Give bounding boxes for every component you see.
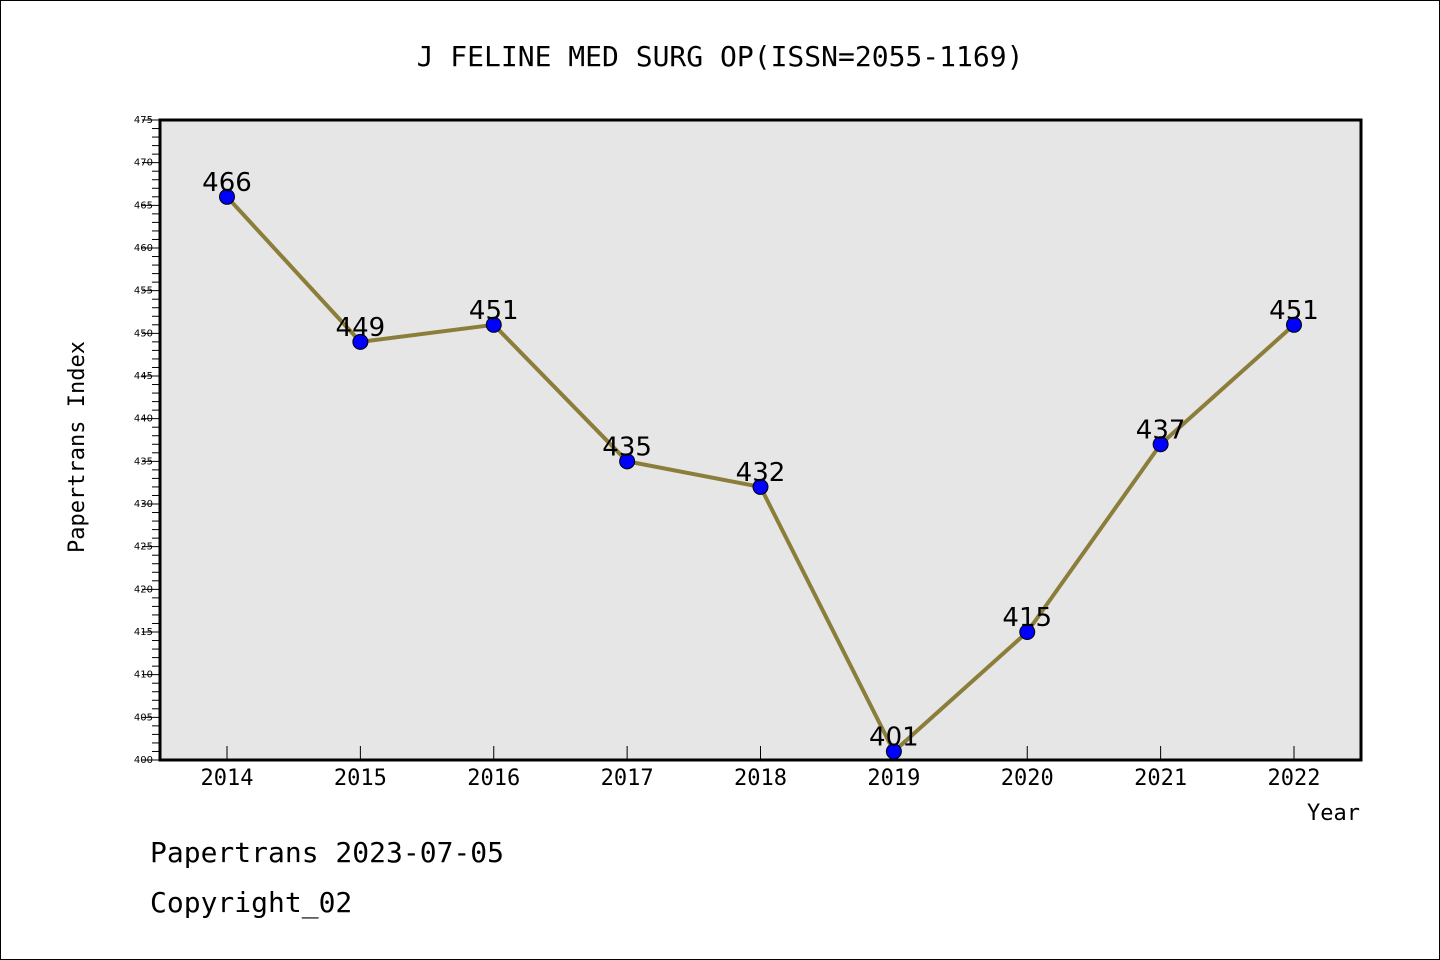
- y-tick-label: 430: [134, 499, 153, 510]
- data-point: [1286, 316, 1302, 333]
- y-tick-label: 455: [134, 286, 153, 297]
- data-point: [1152, 436, 1169, 453]
- y-tick-label: 415: [134, 627, 153, 638]
- data-point: [752, 478, 769, 495]
- data-label: 451: [469, 296, 519, 326]
- y-tick-label: 410: [134, 670, 153, 681]
- y-tick-label: 460: [134, 243, 153, 254]
- y-axis-title: Papertrans Index: [65, 341, 90, 553]
- x-tick-label: 2019: [867, 766, 920, 791]
- x-tick-label: 2015: [334, 766, 387, 791]
- data-labels-layer: 466 449 451 435 432 401 415 437 451: [202, 168, 1319, 753]
- data-point: [485, 316, 502, 333]
- y-tick-label: 425: [134, 542, 153, 553]
- x-axis: 2014 2015 2016 2017 2018 2019 2020 2021 2022: [201, 746, 1321, 791]
- x-tick-label: 2017: [601, 766, 654, 791]
- data-label: 432: [736, 458, 786, 488]
- data-label: 401: [869, 722, 919, 752]
- data-label: 437: [1136, 415, 1186, 445]
- data-point: [619, 453, 636, 470]
- y-tick-label: 420: [134, 584, 153, 595]
- x-tick-label: 2014: [201, 766, 254, 791]
- x-tick-label: 2022: [1268, 766, 1321, 791]
- data-label: 435: [602, 432, 652, 462]
- data-label: 449: [336, 313, 386, 343]
- chart-title: J FELINE MED SURG OP(ISSN=2055-1169): [417, 40, 1024, 73]
- y-tick-label: 440: [134, 414, 153, 425]
- data-label: 415: [1002, 603, 1052, 633]
- plot-border: [158, 118, 1363, 762]
- data-point: [219, 188, 235, 205]
- footer-date: Papertrans 2023-07-05: [150, 836, 505, 869]
- data-point: [352, 333, 369, 350]
- data-point: [1019, 624, 1036, 640]
- series-layer: [219, 188, 1302, 760]
- y-axis: 400 405 410 415 420 425 430 435 440 445 450 455 460 4…: [134, 115, 160, 766]
- x-tick-label: 2021: [1134, 766, 1187, 791]
- y-tick-label: 400: [134, 755, 153, 766]
- y-tick-label: 405: [134, 712, 153, 723]
- data-label: 451: [1269, 296, 1319, 326]
- y-tick-label: 475: [134, 115, 153, 126]
- data-label: 466: [202, 168, 252, 198]
- x-axis-title: Year: [1307, 801, 1360, 826]
- y-tick-label: 470: [134, 158, 153, 169]
- footer-copyright: Copyright_02: [150, 886, 353, 919]
- y-tick-label: 465: [134, 200, 153, 211]
- x-tick-label: 2018: [734, 766, 787, 791]
- x-tick-label: 2020: [1001, 766, 1054, 791]
- y-tick-label: 435: [134, 456, 153, 467]
- x-tick-label: 2016: [467, 766, 520, 791]
- y-tick-label: 450: [134, 328, 153, 339]
- y-tick-label: 445: [134, 371, 153, 382]
